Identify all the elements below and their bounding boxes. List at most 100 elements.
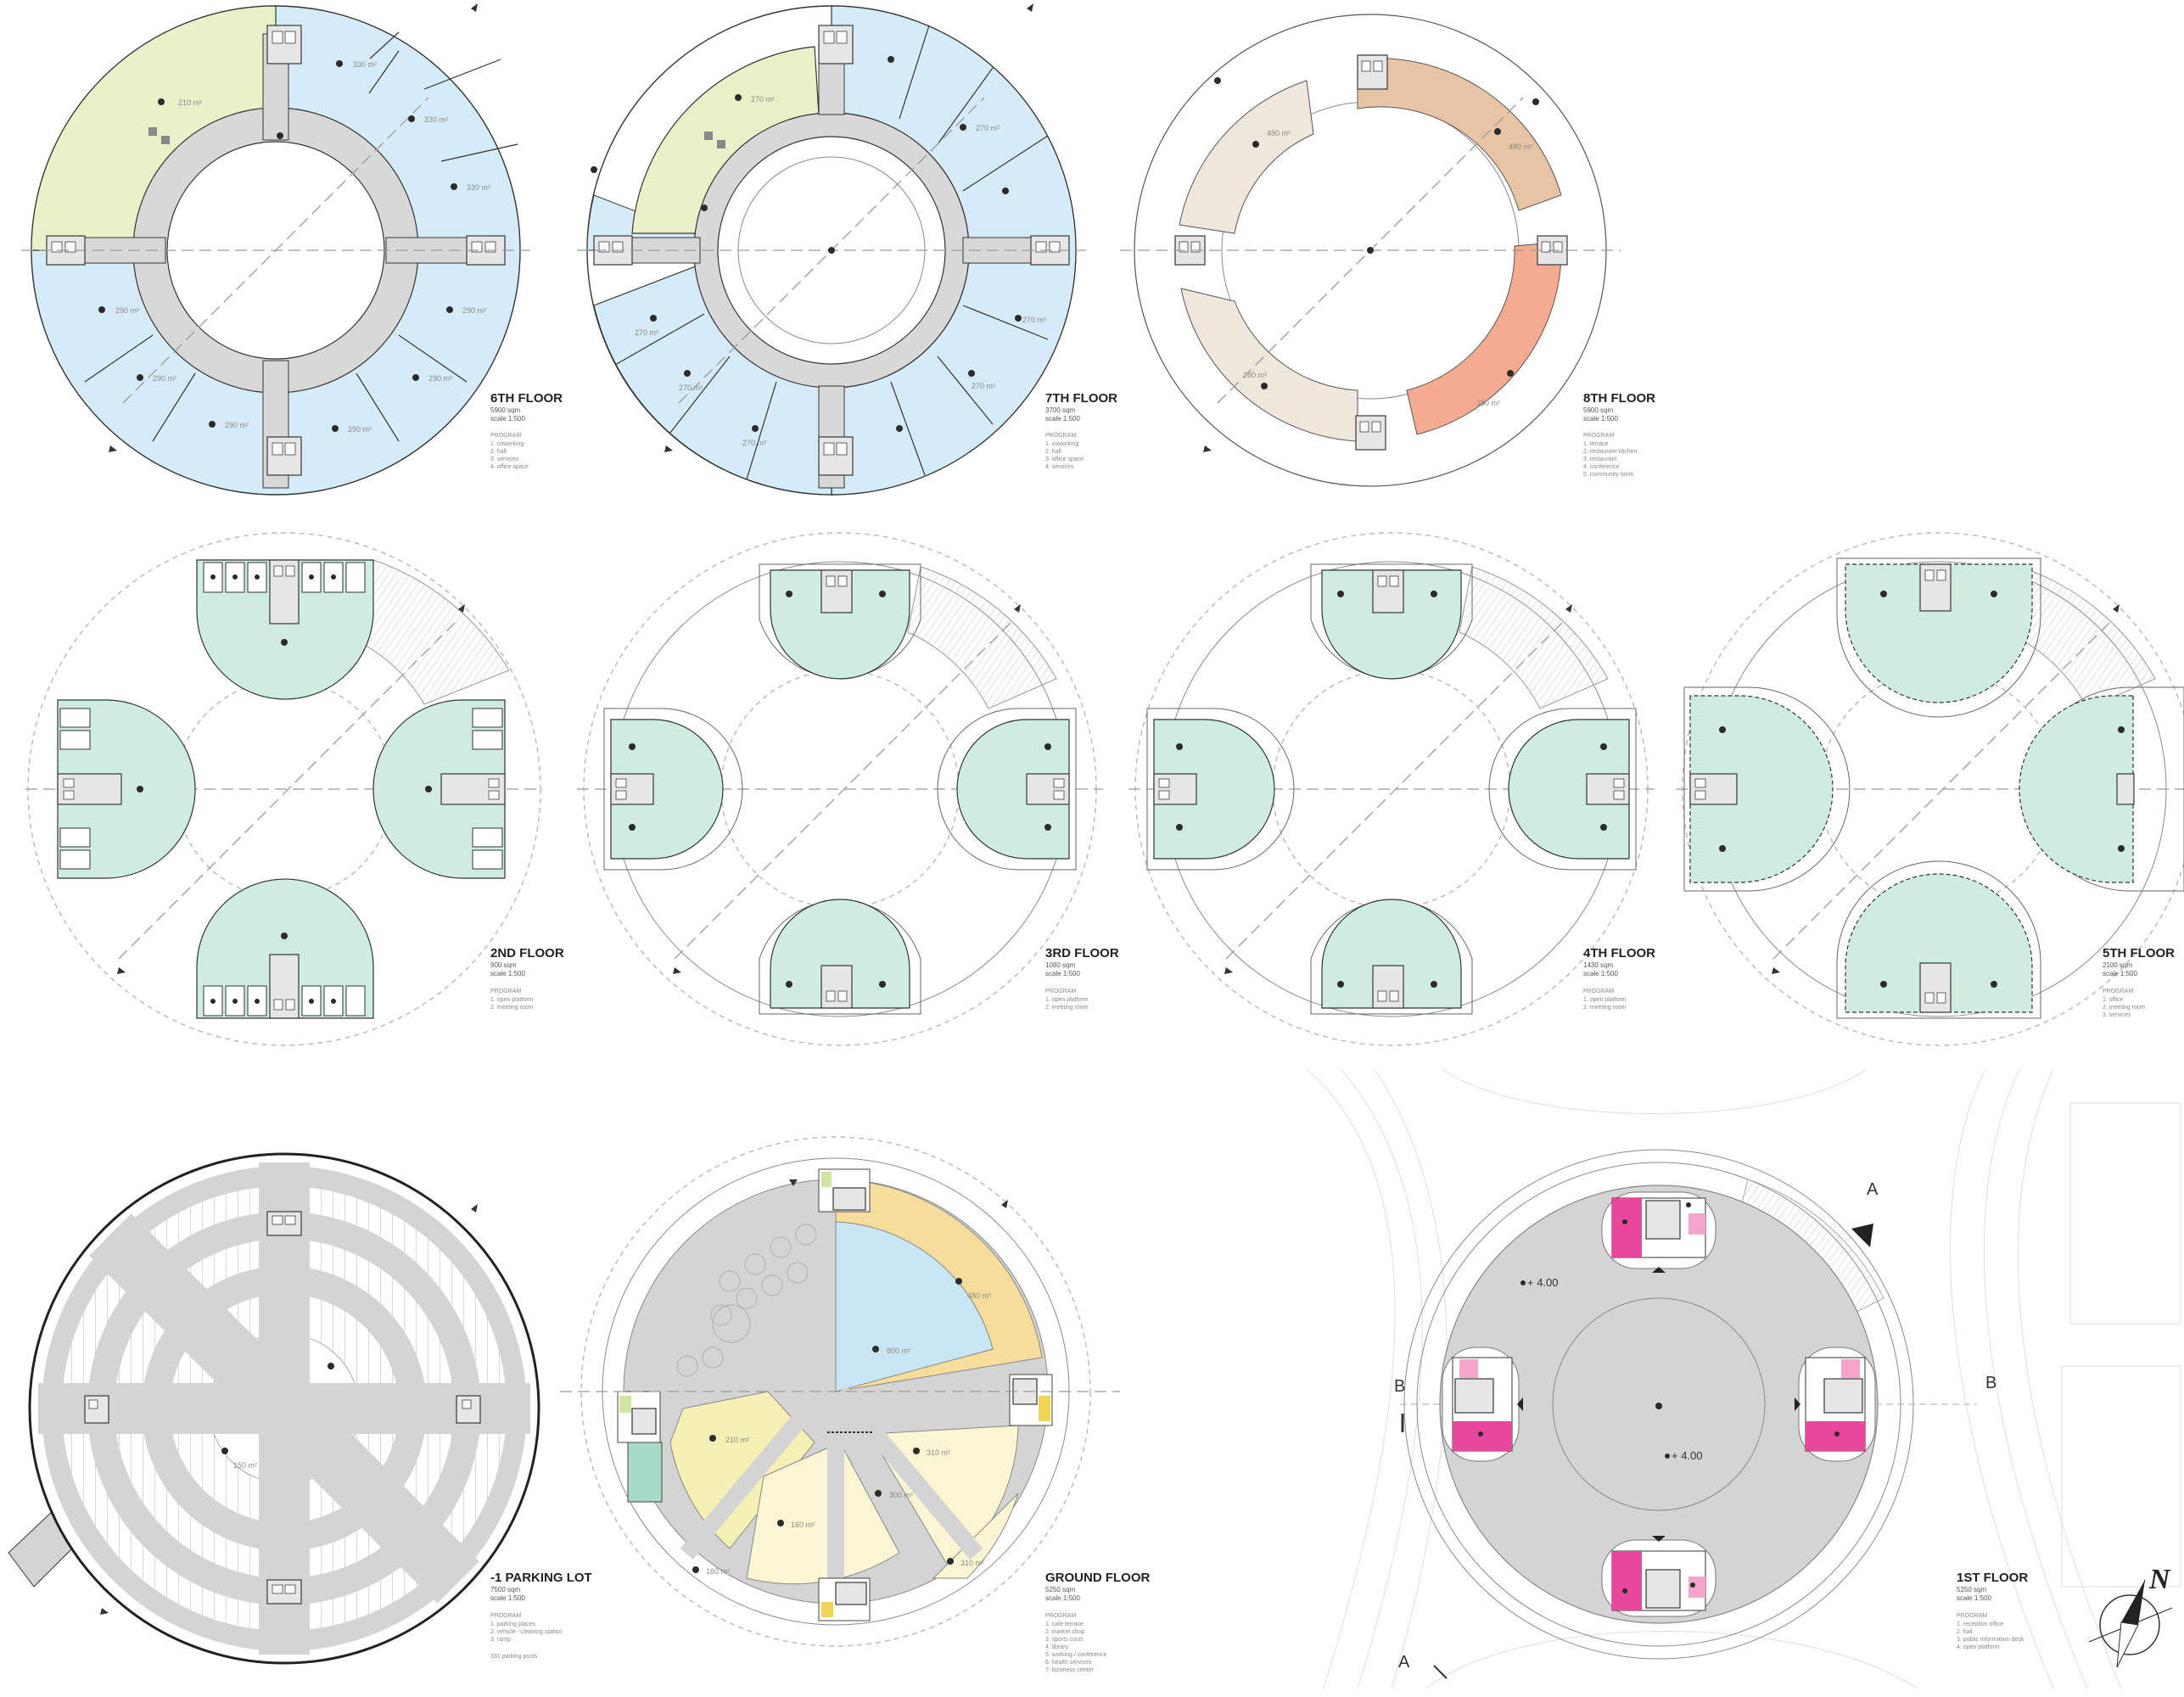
section-mark: B [1985, 1374, 1996, 1392]
area-label: 800 m² [887, 1347, 910, 1355]
floor-scale: scale 1:500 [1583, 970, 1618, 977]
legend-item: 1. coworking [490, 441, 524, 447]
floor-area: 1430 sqm [1583, 961, 1613, 969]
legend-title: PROGRAM [490, 1613, 521, 1619]
floor-8-plan: 480 m² 480 m² 280 m² 380 m² [1120, 14, 1621, 487]
legend-title: PROGRAM [1583, 433, 1614, 439]
area-label: 480 m² [1267, 129, 1291, 137]
floor-title: GROUND FLOOR [1045, 1571, 1150, 1585]
floor-title: 4TH FLOOR [1583, 946, 1655, 961]
floor-6-caption: 6TH FLOOR 5900 sqm scale 1:500 PROGRAM 1… [490, 391, 563, 470]
floor-4-caption: 4TH FLOOR 1430 sqm scale 1:500 PROGRAM 1… [1583, 946, 1655, 1011]
legend-item: 2. hall [1045, 449, 1061, 455]
legend-title: PROGRAM [1583, 989, 1614, 994]
floor-scale: scale 1:500 [490, 970, 525, 977]
first-floor-site-plan: + 4.00 + 4.00 A A B B [1306, 1068, 2181, 1689]
level-mark: + 4.00 [1672, 1449, 1703, 1462]
parking-lot-caption: -1 PARKING LOT 7500 sqm scale 1:500 PROG… [490, 1571, 592, 1660]
area-label: 270 m² [635, 328, 658, 337]
floor-scale: scale 1:500 [1583, 415, 1618, 423]
legend-item: 4. library [1045, 1644, 1068, 1650]
legend-item: 1. parking places [490, 1621, 535, 1627]
area-label: 270 m² [972, 382, 995, 390]
floor-3-plan [577, 532, 1103, 1046]
area-label: 160 m² [706, 1567, 730, 1576]
floor-scale: scale 1:500 [1045, 415, 1080, 423]
legend-item: 4. conference [1583, 464, 1620, 470]
area-label: 210 m² [725, 1436, 749, 1444]
floor-8-caption: 8TH FLOOR 5900 sqm scale 1:500 PROGRAM 1… [1583, 391, 1655, 478]
legend-item: 2. meeting room [1583, 1005, 1627, 1011]
north-label: N [2148, 1564, 2171, 1595]
area-label: 310 m² [960, 1559, 984, 1567]
area-label: 150 m² [233, 1461, 257, 1470]
floor-title: 5TH FLOOR [2103, 946, 2175, 961]
area-label: 380 m² [1476, 399, 1500, 407]
floor-title: -1 PARKING LOT [490, 1571, 592, 1585]
legend-item: 2. meeting room [490, 1005, 534, 1011]
legend-item: 1. open platform [490, 997, 534, 1003]
floor-2-caption: 2ND FLOOR 900 sqm scale 1:500 PROGRAM 1.… [490, 946, 564, 1011]
floor-title: 8TH FLOOR [1583, 391, 1655, 406]
first-floor-caption: 1ST FLOOR 5250 sqm scale 1:500 PROGRAM 1… [1957, 1571, 2028, 1650]
legend-item: 3. office space [1045, 456, 1084, 462]
area-label: 480 m² [967, 1291, 991, 1300]
floor-scale: scale 1:500 [1957, 1594, 1991, 1602]
legend-item: 1. open platform [1045, 997, 1089, 1003]
parking-lot-plan: 150 m² [8, 1152, 540, 1665]
area-label: 160 m² [791, 1521, 815, 1529]
floor-5-caption: 5TH FLOOR 2100 sqm scale 1:500 PROGRAM 1… [2103, 946, 2175, 1018]
ground-floor-plan: 800 m² 480 m² 210 m² 300 m² 310 m² 160 m… [560, 1136, 1120, 1647]
floor-7-caption: 7TH FLOOR 3700 sqm scale 1:500 PROGRAM 1… [1045, 391, 1117, 470]
legend-item: 4. office space [490, 464, 529, 470]
legend-item: 1. coworking [1045, 441, 1078, 447]
legend-item: 1. reception office [1957, 1621, 2003, 1627]
section-mark: A [1867, 1180, 1879, 1199]
legend-item: 4. open platform [1957, 1644, 2000, 1650]
area-label: 290 m² [115, 306, 139, 315]
legend-item: 5. community room [1583, 472, 1634, 478]
area-label: 280 m² [1243, 371, 1267, 379]
floor-area: 5250 sqm [1957, 1586, 1986, 1593]
north-arrow-icon: N [2088, 1564, 2173, 1668]
floor-5-plan [1676, 532, 2184, 1046]
legend-item: 1. terrace [1583, 441, 1609, 447]
legend-item: 3. sports court [1045, 1637, 1083, 1643]
floor-scale: scale 1:500 [1045, 970, 1080, 977]
floor-title: 6TH FLOOR [490, 391, 563, 406]
floor-scale: scale 1:500 [490, 1594, 525, 1602]
legend-title: PROGRAM [1045, 989, 1076, 994]
legend-item: 3. restaurant [1583, 456, 1616, 462]
legend-title: PROGRAM [490, 433, 521, 439]
floor-area: 900 sqm [490, 961, 517, 969]
area-label: 210 m² [178, 98, 202, 107]
floor-area: 1080 sqm [1045, 961, 1075, 969]
legend-item: 2. meeting room [2103, 1005, 2146, 1011]
area-label: 290 m² [153, 374, 176, 383]
area-label: 480 m² [1509, 143, 1532, 151]
floor-6-plan: 210 m² 330 m² 330 m² 330 m² 290 m² 290 m… [21, 3, 530, 496]
area-label: 270 m² [679, 384, 703, 392]
area-label: 290 m² [348, 425, 372, 434]
legend-item: 2. vehicle - cleaning station [490, 1629, 563, 1635]
ground-floor-caption: GROUND FLOOR 5250 sqm scale 1:500 PROGRA… [1045, 1571, 1150, 1673]
area-label: 270 m² [976, 124, 1000, 132]
legend-item: 2. market shop [1045, 1629, 1084, 1635]
legend-item: 2. hall [490, 449, 507, 455]
legend-title: PROGRAM [490, 989, 521, 994]
floor-scale: scale 1:500 [490, 415, 525, 423]
section-mark: A [1398, 1653, 1410, 1672]
area-label: 270 m² [742, 439, 766, 447]
floor-area: 7500 sqm [490, 1586, 520, 1593]
level-mark: + 4.00 [1527, 1276, 1559, 1289]
floor-3-caption: 3RD FLOOR 1080 sqm scale 1:500 PROGRAM 1… [1045, 946, 1119, 1011]
area-label: 330 m² [467, 183, 490, 192]
area-label: 290 m² [225, 421, 249, 429]
area-label: 330 m² [424, 115, 448, 124]
floor-4-plan [1128, 532, 1655, 1046]
area-label: 300 m² [889, 1491, 913, 1499]
legend-item: 2. restaurant kitchen [1583, 449, 1638, 455]
floor-title: 7TH FLOOR [1045, 391, 1117, 406]
legend-item: 6. health services [1045, 1660, 1092, 1666]
